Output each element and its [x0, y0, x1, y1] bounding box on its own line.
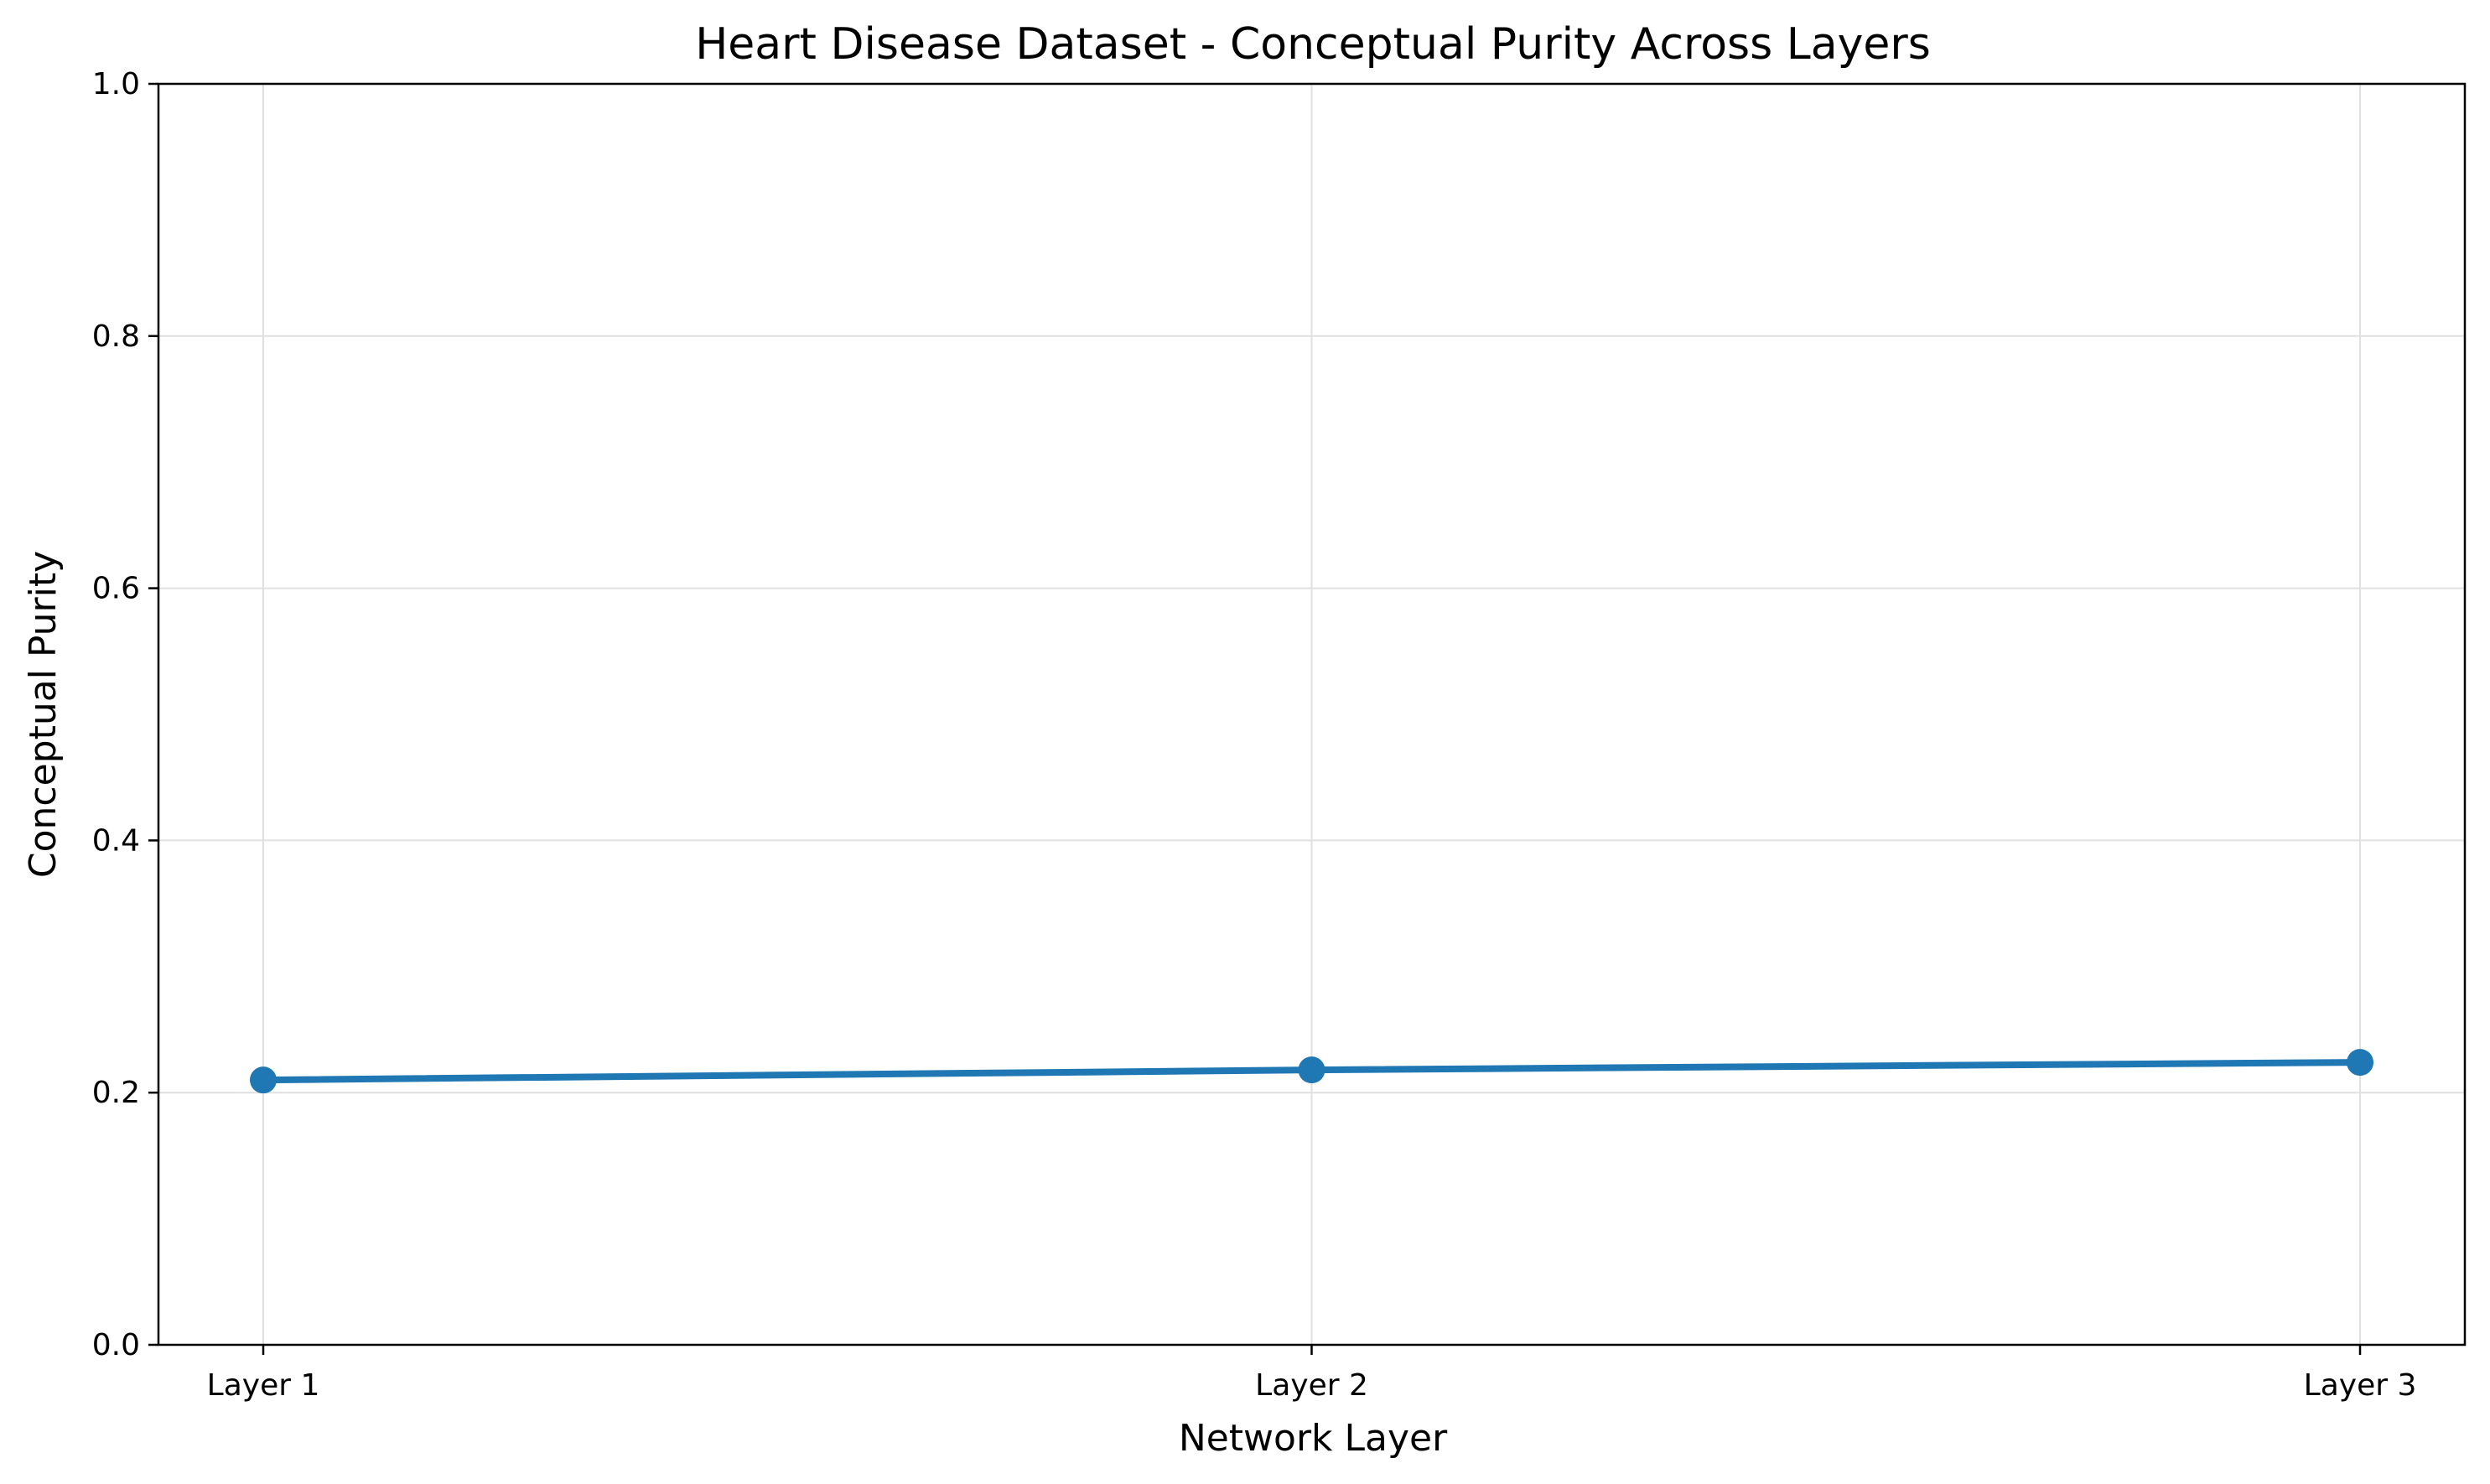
y-axis-label: Conceptual Purity — [22, 551, 65, 878]
tick-layer: 0.0 0.2 0.4 0.6 0.8 1.0 Layer 1 Layer 2 Layer 3 — [92, 67, 2417, 1403]
x-tick-label: Layer 3 — [2304, 1368, 2417, 1403]
x-tick-label: Layer 2 — [1255, 1368, 1368, 1403]
y-tick-label: 0.2 — [92, 1076, 140, 1110]
y-tick-label: 0.4 — [92, 823, 140, 858]
x-tick-label: Layer 1 — [207, 1368, 320, 1403]
y-tick-label: 0.8 — [92, 319, 140, 354]
series-layer — [250, 1049, 2373, 1094]
y-tick-label: 0.6 — [92, 572, 140, 606]
chart-title: Heart Disease Dataset - Conceptual Purit… — [695, 19, 1931, 70]
data-point-marker — [1298, 1056, 1325, 1084]
y-tick-label: 0.0 — [92, 1328, 140, 1362]
data-point-marker — [250, 1066, 277, 1094]
data-point-marker — [2347, 1049, 2373, 1077]
x-axis-label: Network Layer — [1179, 1417, 1448, 1460]
y-tick-label: 1.0 — [92, 67, 140, 101]
